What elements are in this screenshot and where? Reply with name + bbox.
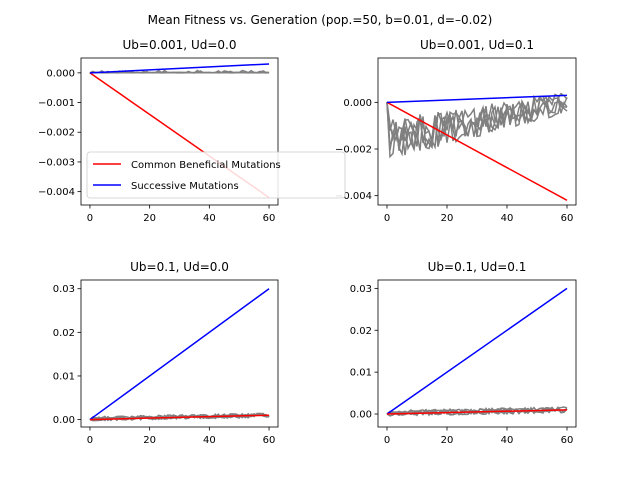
common-beneficial-mutations-line <box>386 101 568 201</box>
plot-area <box>89 63 270 199</box>
x-tick-label: 20 <box>143 435 156 446</box>
legend-label: Common Beneficial Mutations <box>131 160 281 171</box>
axes-frame <box>80 279 279 428</box>
axes-frame <box>80 57 279 206</box>
x-tick-label: 0 <box>87 213 93 224</box>
subplot-4: Ub=0.1, Ud=0.1 0 20 40 60 0.00 0.01 0.02 0.03 <box>350 260 577 446</box>
subplot-title: Ub=0.001, Ud=0.1 <box>420 38 534 52</box>
x-tick-label: 60 <box>263 435 276 446</box>
legend: Common Beneficial Mutations Successive Mu… <box>86 151 346 199</box>
y-tick-label: −0.001 <box>38 98 75 109</box>
simulation-trace <box>386 92 568 157</box>
subplot-title: Ub=0.1, Ud=0.0 <box>130 260 229 274</box>
y-tick-label: −0.002 <box>335 145 372 156</box>
successive-mutations-line <box>386 94 568 104</box>
legend-box <box>86 151 346 199</box>
y-tick-label: 0.02 <box>350 326 372 337</box>
subplot-title: Ub=0.1, Ud=0.1 <box>428 260 527 274</box>
successive-mutations-line <box>89 63 270 74</box>
y-tick-label: 0.03 <box>350 284 372 295</box>
subplot-title: Ub=0.001, Ud=0.0 <box>123 38 237 52</box>
simulation-trace <box>89 69 270 74</box>
x-tick-label: 20 <box>143 213 156 224</box>
axes-frame <box>377 57 577 206</box>
y-tick-label: 0.01 <box>53 371 75 382</box>
x-tick-label: 0 <box>384 213 390 224</box>
x-tick-label: 60 <box>561 213 574 224</box>
common-beneficial-mutations-line <box>89 414 270 421</box>
axes-frame <box>377 279 577 428</box>
plot-area <box>386 287 568 417</box>
legend-label: Successive Mutations <box>131 181 239 192</box>
plot-area <box>386 92 568 201</box>
y-tick-label: 0.00 <box>350 410 372 421</box>
x-tick-label: 0 <box>384 435 390 446</box>
x-tick-label: 60 <box>263 213 276 224</box>
subplot-1: Ub=0.001, Ud=0.0 0 20 40 60 0.000 −0.001 −0.002… <box>38 38 279 224</box>
x-tick-label: 20 <box>441 213 454 224</box>
y-tick-label: −0.004 <box>38 187 75 198</box>
subplot-3: Ub=0.1, Ud=0.0 0 20 40 60 0.00 0.01 0.02 0.03 <box>53 260 279 446</box>
simulation-trace <box>386 101 568 159</box>
successive-mutations-line <box>89 288 270 421</box>
plot-area <box>89 288 270 422</box>
y-tick-label: 0.02 <box>53 328 75 339</box>
y-tick-label: 0.000 <box>46 68 75 79</box>
x-tick-label: 20 <box>441 435 454 446</box>
y-tick-label: 0.01 <box>350 368 372 379</box>
x-tick-label: 0 <box>87 435 93 446</box>
y-tick-label: 0.000 <box>343 98 372 109</box>
x-tick-label: 40 <box>501 435 514 446</box>
y-tick-label: 0.00 <box>53 415 75 426</box>
x-tick-label: 40 <box>203 435 216 446</box>
simulation-trace <box>386 94 568 156</box>
x-tick-label: 60 <box>561 435 574 446</box>
y-tick-label: 0.03 <box>53 284 75 295</box>
y-tick-label: −0.004 <box>335 191 372 202</box>
successive-mutations-line <box>386 287 568 415</box>
common-beneficial-mutations-line <box>386 409 568 415</box>
x-tick-label: 40 <box>203 213 216 224</box>
figure-title: Mean Fitness vs. Generation (pop.=50, b=… <box>148 13 493 27</box>
y-tick-label: −0.003 <box>38 157 75 168</box>
y-tick-label: −0.002 <box>38 128 75 139</box>
x-tick-label: 40 <box>501 213 514 224</box>
subplot-grid: Ub=0.001, Ud=0.00 20 40 600.000−0.001−0.002… <box>38 38 577 446</box>
subplot-2: Ub=0.001, Ud=0.1 0 20 40 60 0.000 −0.002 −0.004 <box>335 38 577 224</box>
simulation-trace <box>386 406 568 416</box>
